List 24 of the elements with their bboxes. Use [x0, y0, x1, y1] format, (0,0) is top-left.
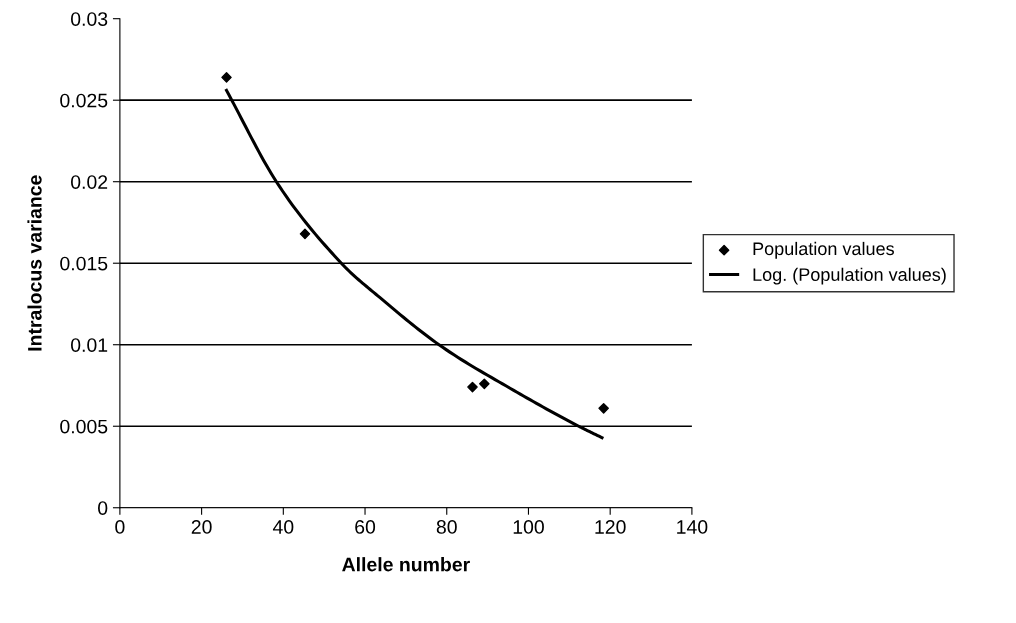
point [467, 381, 478, 393]
y-tick-label: 0.02 [71, 175, 108, 189]
x-tick-label: 0 [115, 520, 125, 534]
x-tick-label: 60 [355, 520, 376, 534]
y-axis-title: Intralocus variance [27, 175, 42, 351]
x-tick-label: 140 [677, 520, 708, 534]
point [221, 72, 232, 83]
legend-label: Log. (Population values) [753, 267, 946, 285]
x-tick-label: 40 [272, 520, 294, 534]
y-tick-label: 0.015 [60, 256, 108, 271]
legend-label: Population values [753, 241, 894, 259]
x-tick-label: 100 [513, 520, 544, 534]
x-axis-title: Allele number [342, 557, 470, 572]
y-tick-label: 0 [98, 501, 108, 515]
x-tick-label: 120 [595, 520, 626, 534]
y-tick-label: 0.005 [60, 419, 108, 434]
point [479, 378, 490, 390]
x-tick-label: 20 [191, 520, 212, 534]
y-tick-label: 0.025 [60, 93, 108, 108]
y-tick-label: 0.01 [71, 338, 108, 352]
x-tick-label: 80 [436, 520, 457, 534]
point [299, 228, 311, 240]
y-tick-label: 0.03 [71, 12, 108, 26]
point [598, 403, 609, 414]
